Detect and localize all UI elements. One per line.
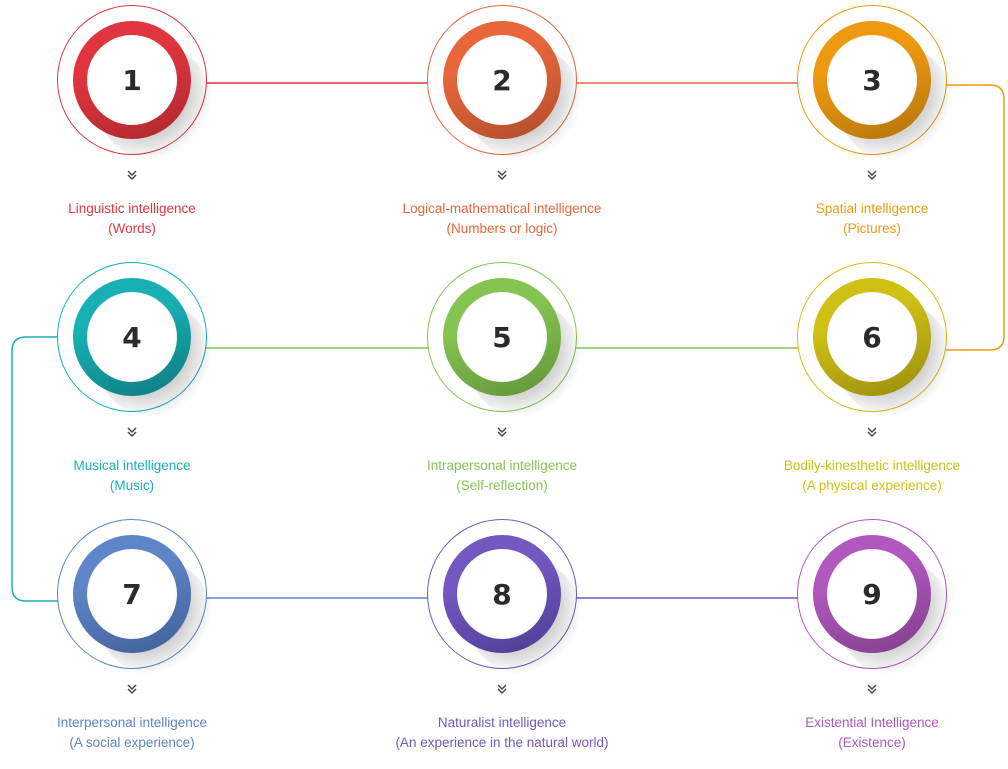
step-title: Musical intelligence bbox=[73, 458, 191, 473]
inner-disc: 9 bbox=[827, 549, 917, 639]
step-4-circle: 4 bbox=[57, 262, 213, 418]
step-9-caption: Existential Intelligence (Existence) bbox=[752, 713, 992, 753]
double-chevron-down-icon bbox=[862, 169, 882, 183]
inner-disc: 4 bbox=[87, 292, 177, 382]
step-5-circle: 5 bbox=[427, 262, 583, 418]
step-8-caption: Naturalist intelligence (An experience in… bbox=[382, 713, 622, 753]
step-number: 1 bbox=[122, 63, 142, 97]
double-chevron-down-icon bbox=[122, 169, 142, 183]
step-subtitle: (An experience in the natural world) bbox=[395, 735, 609, 750]
step-subtitle: (Self-reflection) bbox=[456, 478, 548, 493]
step-7-caption: Interpersonal intelligence (A social expe… bbox=[12, 713, 252, 753]
step-subtitle: (Numbers or logic) bbox=[446, 221, 558, 236]
step-number: 8 bbox=[492, 577, 512, 611]
double-chevron-down-icon bbox=[492, 426, 512, 440]
step-title: Existential Intelligence bbox=[805, 715, 939, 730]
step-subtitle: (Music) bbox=[109, 478, 155, 493]
double-chevron-down-icon bbox=[122, 426, 142, 440]
step-number: 7 bbox=[122, 577, 142, 611]
step-subtitle: (Words) bbox=[108, 221, 156, 236]
double-chevron-down-icon bbox=[492, 683, 512, 697]
step-2-circle: 2 bbox=[427, 5, 583, 161]
connector-3-6 bbox=[930, 84, 1005, 351]
step-number: 2 bbox=[492, 63, 512, 97]
step-title: Linguistic intelligence bbox=[68, 201, 196, 216]
inner-disc: 3 bbox=[827, 35, 917, 125]
step-number: 6 bbox=[862, 320, 882, 354]
double-chevron-down-icon bbox=[492, 169, 512, 183]
step-title: Interpersonal intelligence bbox=[56, 715, 208, 730]
step-6-caption: Bodily-kinesthetic intelligence (A physic… bbox=[752, 456, 992, 496]
inner-disc: 7 bbox=[87, 549, 177, 639]
step-4-caption: Musical intelligence (Music) bbox=[12, 456, 252, 496]
step-title: Bodily-kinesthetic intelligence bbox=[783, 458, 961, 473]
step-8-circle: 8 bbox=[427, 519, 583, 675]
step-subtitle: (A social experience) bbox=[69, 735, 195, 750]
step-subtitle: (Pictures) bbox=[843, 221, 901, 236]
step-number: 9 bbox=[862, 577, 882, 611]
step-subtitle: (A physical experience) bbox=[802, 478, 942, 493]
inner-disc: 2 bbox=[457, 35, 547, 125]
step-title: Naturalist intelligence bbox=[437, 715, 567, 730]
step-subtitle: (Existence) bbox=[838, 735, 906, 750]
step-3-caption: Spatial intelligence (Pictures) bbox=[752, 199, 992, 239]
step-number: 3 bbox=[862, 63, 882, 97]
step-3-circle: 3 bbox=[797, 5, 953, 161]
step-1-caption: Linguistic intelligence (Words) bbox=[12, 199, 252, 239]
step-9-circle: 9 bbox=[797, 519, 953, 675]
inner-disc: 1 bbox=[87, 35, 177, 125]
step-title: Intrapersonal intelligence bbox=[426, 458, 578, 473]
step-number: 5 bbox=[492, 320, 512, 354]
double-chevron-down-icon bbox=[122, 683, 142, 697]
step-5-caption: Intrapersonal intelligence (Self-reflecti… bbox=[382, 456, 622, 496]
inner-disc: 8 bbox=[457, 549, 547, 639]
step-title: Spatial intelligence bbox=[815, 201, 929, 216]
step-2-caption: Logical-mathematical intelligence (Number… bbox=[382, 199, 622, 239]
step-number: 4 bbox=[122, 320, 142, 354]
inner-disc: 5 bbox=[457, 292, 547, 382]
double-chevron-down-icon bbox=[862, 683, 882, 697]
double-chevron-down-icon bbox=[862, 426, 882, 440]
step-1-circle: 1 bbox=[57, 5, 213, 161]
step-title: Logical-mathematical intelligence bbox=[402, 201, 602, 216]
step-6-circle: 6 bbox=[797, 262, 953, 418]
inner-disc: 6 bbox=[827, 292, 917, 382]
step-7-circle: 7 bbox=[57, 519, 213, 675]
connector-4-7 bbox=[11, 336, 72, 602]
